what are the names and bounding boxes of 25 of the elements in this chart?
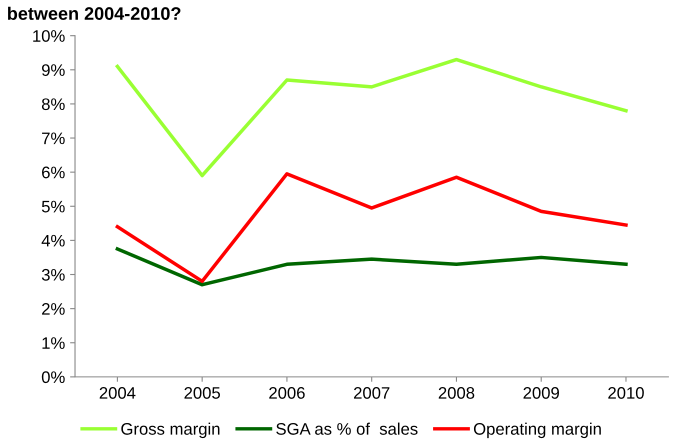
x-tick-label: 2009 — [524, 387, 559, 399]
x-tick-label: 2006 — [269, 387, 305, 399]
chart-title: between 2004-2010? — [8, 6, 180, 20]
x-tick-label: 2007 — [354, 387, 390, 399]
y-tick-label: 8% — [42, 98, 65, 110]
x-tick-label: 2004 — [100, 387, 136, 399]
legend-label: Gross margin — [121, 422, 220, 438]
legend-label: Operating margin — [474, 422, 601, 438]
line-series — [116, 172, 628, 284]
y-tick-label: 3% — [42, 268, 65, 281]
y-tick-label: 0% — [42, 371, 65, 384]
x-tick-label: 2008 — [438, 387, 474, 399]
y-tick-label: 6% — [42, 166, 65, 178]
x-tick-label: 2005 — [184, 387, 220, 399]
y-tick-label: 5% — [42, 200, 65, 212]
y-tick-label: 2% — [42, 303, 65, 315]
line-series — [116, 247, 628, 286]
y-tick-label: 4% — [42, 234, 65, 247]
y-tick-label: 7% — [42, 132, 65, 144]
x-tick-label: 2010 — [608, 387, 644, 399]
y-tick-label: 10% — [33, 30, 65, 42]
legend-label: SGA as % of sales — [276, 422, 418, 435]
line-series — [116, 58, 628, 178]
y-tick-label: 1% — [42, 337, 65, 349]
y-tick-label: 9% — [42, 64, 65, 76]
